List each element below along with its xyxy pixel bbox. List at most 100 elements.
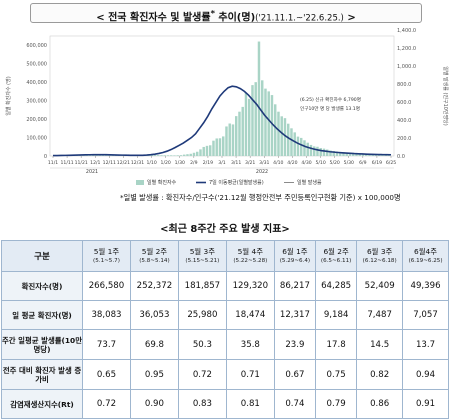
y-left-axis-label: 일별 확진자수 (명): [5, 76, 12, 115]
y-left-tick-label: 0: [44, 154, 47, 160]
col-date-range: (5.29~6.4): [279, 257, 311, 264]
col-date-range: (6.12~6.18): [362, 257, 397, 264]
table-cell: 181,857: [177, 271, 227, 301]
x-tick-label: 4/20: [287, 160, 297, 166]
title-asterisk: *: [210, 8, 215, 18]
table-cell: 0.67: [273, 359, 317, 390]
daily-cases-bar: [254, 82, 257, 156]
y-right-tick-label: 800.0: [397, 82, 411, 88]
y-right-tick-label: 1,200.0: [397, 46, 416, 52]
daily-cases-bar: [361, 154, 365, 156]
daily-cases-bar: [277, 111, 280, 156]
daily-cases-bar: [267, 91, 270, 156]
daily-cases-bar: [160, 155, 163, 156]
table-cell: 35.8: [225, 329, 275, 360]
table-cell: 0.74: [273, 389, 317, 419]
col-header-5: 6월 1주 (5.29~6.4): [273, 240, 317, 272]
y-right-tick-label: 200.0: [397, 136, 411, 142]
table-cell: 7,057: [402, 300, 449, 330]
table-body: 확진자수(명) 266,580 252,372 181,857 129,320 86,21…: [1, 271, 449, 419]
x-tick-label: 12/31: [131, 160, 144, 166]
daily-cases-bar: [215, 138, 218, 156]
daily-cases-bar: [163, 155, 166, 156]
table-row: 전주 대비 확진자 발생 증가비 0.65 0.95 0.72 0.71 0.67 0.75…: [1, 359, 449, 390]
daily-cases-bar: [371, 154, 374, 156]
x-tick-label: 3/11: [231, 160, 241, 166]
daily-cases-bar: [209, 145, 212, 156]
daily-cases-bar: [348, 152, 352, 156]
daily-cases-bar: [257, 41, 261, 156]
table-cell: 0.83: [177, 389, 227, 419]
daily-cases-bar: [238, 111, 241, 156]
table-row: 감염재생산지수(Rt) 0.72 0.90 0.83 0.81 0.74 0.79 0.86 0…: [1, 389, 449, 419]
daily-cases-bar: [150, 154, 153, 156]
y-right-tick-label: 600.0: [397, 100, 411, 106]
daily-cases-bar: [189, 153, 192, 156]
table-cell: 0.81: [225, 389, 275, 419]
table-title: <최근 8주간 주요 발생 지표>: [160, 224, 290, 235]
row-label: 감염재생산지수(Rt): [1, 389, 83, 419]
daily-cases-bar: [261, 80, 264, 156]
x-tick-label: 11/1: [48, 160, 58, 166]
table-cell: 9,184: [315, 300, 358, 330]
daily-cases-bar: [322, 148, 326, 156]
indicator-table: 구분 5월 1주 (5.1~5.7) 5월 2주 (5.8~5.14) 5월 3주 (5.…: [1, 240, 449, 419]
table-cell: 0.95: [129, 359, 179, 390]
daily-cases-bar: [170, 155, 173, 156]
title-end: >: [343, 12, 356, 23]
table-cell: 14.5: [356, 329, 404, 360]
chart-title: < 전국 확진자수 및 발생률* 추이(명)('21.11.1.~'22.6.2…: [30, 3, 422, 23]
x-tick-label: 4/30: [301, 160, 311, 166]
year-label-2022: 2022: [256, 169, 268, 175]
daily-cases-bar: [85, 155, 88, 156]
table-cell: 252,372: [129, 271, 179, 301]
table-row: 일 평균 확진자(명) 38,083 36,053 25,980 18,474 12,31…: [1, 300, 449, 330]
x-tick-label: 11/11: [60, 160, 73, 166]
daily-cases-bar: [355, 153, 358, 156]
daily-cases-bar: [303, 140, 306, 156]
x-tick-label: 5/30: [344, 160, 354, 166]
table-cell: 7,487: [356, 300, 404, 330]
x-tick-label: 12/1: [90, 160, 100, 166]
covid-trend-chart: 0 100,000 200,000 300,000 400,000 500,000 600,…: [5, 28, 449, 186]
daily-cases-bar: [173, 155, 176, 156]
x-tick-label: 3/1: [218, 160, 225, 166]
daily-cases-bar: [316, 146, 319, 156]
y-right-tick-label: 1,000.0: [397, 64, 416, 70]
footnote: *일별 발생률 : 확진자수/인구수('21.12월 행정안전부 주민등록인구현…: [120, 193, 401, 202]
daily-cases-bar: [280, 116, 283, 156]
table-header-row: 구분 5월 1주 (5.1~5.7) 5월 2주 (5.8~5.14) 5월 3주 (5.…: [1, 240, 449, 272]
col-header-8: 6월4주 (6.19~6.25): [402, 240, 449, 272]
daily-cases-bar: [248, 98, 251, 156]
table-cell: 23.9: [273, 329, 317, 360]
daily-cases-bar: [309, 144, 313, 156]
x-tick-label: 2/9: [190, 160, 197, 166]
annotation-line-2: 인구10만 명 당 발생률 13.1명: [300, 105, 360, 112]
table-cell: 25,980: [177, 300, 227, 330]
daily-cases-bar: [352, 153, 355, 156]
col-week-label: 5월 4주: [237, 246, 264, 256]
daily-cases-bar: [196, 151, 199, 156]
table-cell: 0.72: [82, 389, 131, 419]
daily-cases-bar: [332, 151, 335, 156]
col-header-1: 5월 1주 (5.1~5.7): [82, 240, 131, 272]
x-tick-label: 11/21: [75, 160, 88, 166]
moving-average-line: [52, 85, 392, 157]
table-cell: 0.91: [402, 389, 449, 419]
x-tick-label: 1/20: [161, 160, 171, 166]
table-cell: 0.75: [315, 359, 358, 390]
col-week-label: 5월 2주: [141, 246, 168, 256]
legend-swatch-bars: [136, 180, 144, 185]
table-cell: 13.7: [402, 329, 449, 360]
daily-cases-bar: [222, 136, 225, 156]
table-cell: 12,317: [273, 300, 317, 330]
legend-label-rate: 일별 발생률: [297, 179, 322, 186]
daily-cases-bar: [228, 123, 231, 156]
table-cell: 52,409: [356, 271, 404, 301]
daily-cases-bar: [313, 146, 316, 156]
table-cell: 17.8: [315, 329, 358, 360]
daily-cases-bar: [105, 155, 108, 156]
daily-cases-bar: [101, 155, 105, 156]
daily-cases-bar: [342, 152, 345, 156]
x-tick-label: 12/21: [117, 160, 130, 166]
